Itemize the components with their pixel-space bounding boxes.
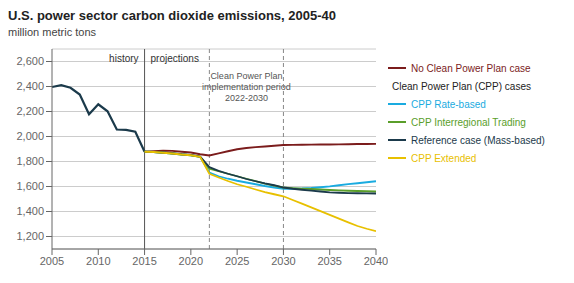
html-text:U.S. power sector carbon dioxi: U.S. power sector carbon dioxide emissio… xyxy=(8,8,336,23)
html-text:CPP Interregional Trading: CPP Interregional Trading xyxy=(411,116,526,128)
html-text:No Clean Power Plan case: No Clean Power Plan case xyxy=(411,62,531,74)
svg-text:2015: 2015 xyxy=(132,255,156,267)
svg-text:2,600: 2,600 xyxy=(16,55,44,67)
html-text:CPP Rate-based: CPP Rate-based xyxy=(411,98,486,110)
svg-text:2025: 2025 xyxy=(225,255,249,267)
svg-text:2030: 2030 xyxy=(271,255,295,267)
svg-text:history: history xyxy=(109,53,138,64)
svg-text:2035: 2035 xyxy=(317,255,341,267)
svg-text:1,800: 1,800 xyxy=(16,155,44,167)
svg-text:2020: 2020 xyxy=(179,255,203,267)
html-text:Reference case (Mass-based): Reference case (Mass-based) xyxy=(411,134,545,146)
svg-text:2,200: 2,200 xyxy=(16,105,44,117)
svg-text:projections: projections xyxy=(151,53,199,64)
html-text:Clean Power Plan (CPP) cases: Clean Power Plan (CPP) cases xyxy=(392,80,531,92)
html-text:CPP Extended: CPP Extended xyxy=(411,152,477,164)
svg-text:1,400: 1,400 xyxy=(16,205,44,217)
svg-text:2040: 2040 xyxy=(364,255,388,267)
svg-text:Clean Power Planimplementation: Clean Power Planimplementation period202… xyxy=(202,71,291,103)
svg-text:2,400: 2,400 xyxy=(16,80,44,92)
svg-text:2010: 2010 xyxy=(86,255,110,267)
svg-text:2,000: 2,000 xyxy=(16,130,44,142)
svg-text:1,600: 1,600 xyxy=(16,180,44,192)
html-text:million metric tons: million metric tons xyxy=(8,26,96,38)
svg-text:1,200: 1,200 xyxy=(16,230,44,242)
svg-text:2005: 2005 xyxy=(40,255,64,267)
